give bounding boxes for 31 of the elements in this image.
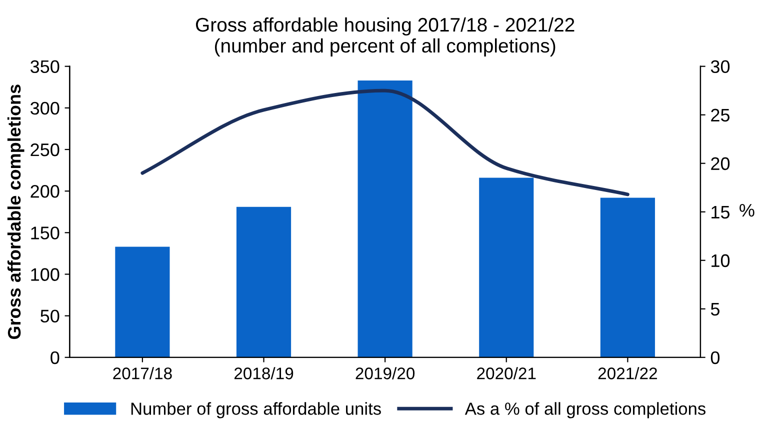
y-tick-label: 150 bbox=[31, 226, 60, 240]
y-axis-title: Gross affordable completions bbox=[7, 84, 24, 340]
y2-tick-label: 5 bbox=[710, 302, 720, 316]
line-series bbox=[140, 88, 630, 196]
y-tick-label: 200 bbox=[30, 185, 60, 198]
x-tick-label: 2021/22 bbox=[598, 367, 657, 380]
bar bbox=[479, 178, 534, 358]
y-tick-label: 300 bbox=[30, 102, 60, 115]
y2-tick-label: 15 bbox=[712, 206, 730, 219]
y-tick-label: 0 bbox=[50, 351, 60, 364]
y2-tick-label: 10 bbox=[712, 254, 730, 268]
y-tick-label: 50 bbox=[40, 310, 60, 323]
bar bbox=[358, 80, 412, 358]
y2-axis-title: % bbox=[740, 204, 754, 217]
y2-tick-label: 20 bbox=[711, 157, 730, 170]
x-tick-label: 2020/21 bbox=[477, 367, 536, 380]
y2-tick-label: 25 bbox=[711, 108, 730, 122]
bar bbox=[600, 198, 655, 358]
bar bbox=[236, 206, 292, 358]
chart-title: Gross affordable housing 2017/18 - 2021/22 (number and percent of all completions) bbox=[196, 17, 574, 56]
bar bbox=[115, 246, 170, 358]
y-tick-label: 250 bbox=[30, 143, 60, 156]
y2-tick-label: 0 bbox=[710, 351, 720, 364]
y-tick-label: 100 bbox=[31, 268, 60, 281]
x-tick-label: 2019/20 bbox=[356, 367, 415, 380]
y2-tick-label: 30 bbox=[710, 60, 730, 74]
x-tick-label: 2017/18 bbox=[113, 367, 172, 380]
legend-label: As a % of all gross completions bbox=[464, 402, 706, 418]
x-tick-label: 2018/19 bbox=[234, 367, 294, 380]
y-tick-label: 350 bbox=[30, 60, 60, 74]
legend-label: Number of gross affordable units bbox=[131, 402, 381, 418]
